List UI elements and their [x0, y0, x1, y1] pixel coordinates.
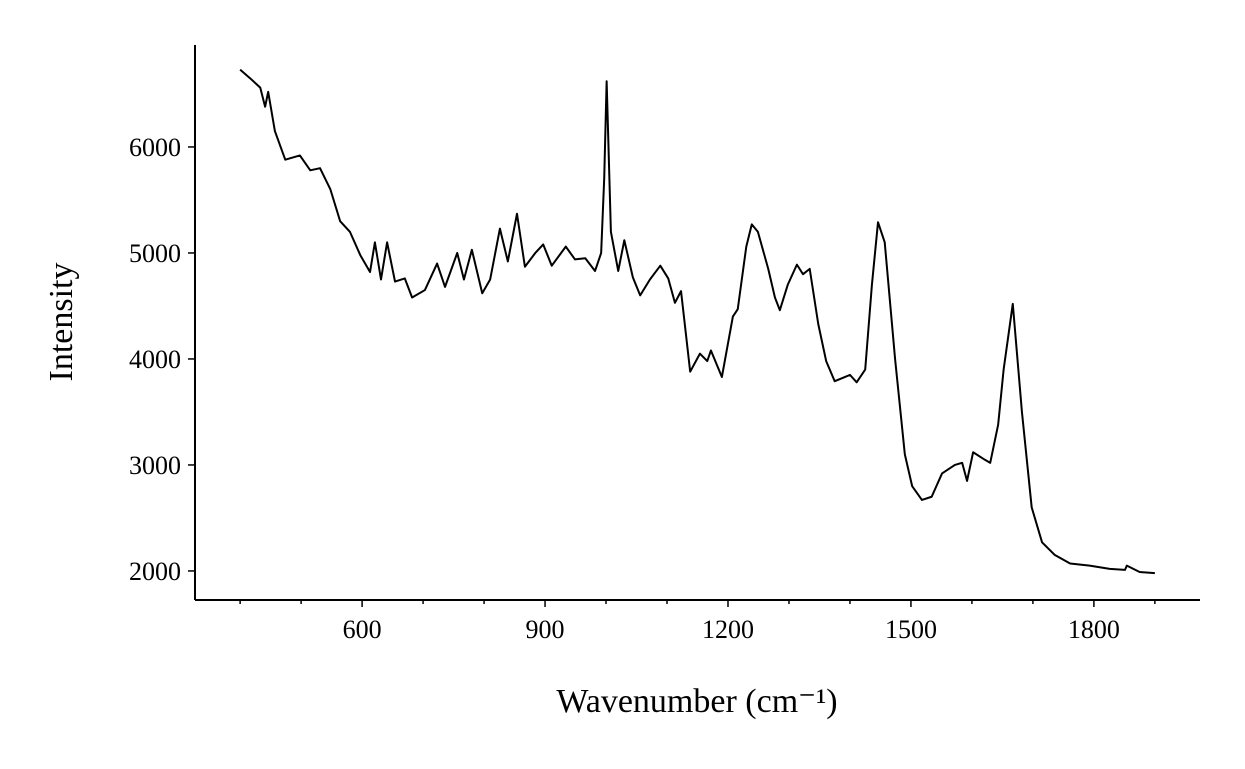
x-tick-label: 1800	[1068, 615, 1120, 644]
y-tick-label: 2000	[129, 557, 181, 586]
x-tick-label: 1200	[702, 615, 754, 644]
x-tick-label: 600	[343, 615, 382, 644]
line	[239, 68, 1155, 575]
y-tick-label: 3000	[129, 451, 181, 480]
x-axis-label: Wavenumber (cm⁻¹)	[556, 683, 837, 720]
x-tick-label: 900	[526, 615, 565, 644]
y-tick-label: 5000	[129, 239, 181, 268]
y-tick-label: 6000	[129, 133, 181, 162]
x-tick-label: 1500	[885, 615, 937, 644]
y-axis-label: Intensity	[43, 263, 80, 382]
y-tick-label: 4000	[129, 345, 181, 374]
